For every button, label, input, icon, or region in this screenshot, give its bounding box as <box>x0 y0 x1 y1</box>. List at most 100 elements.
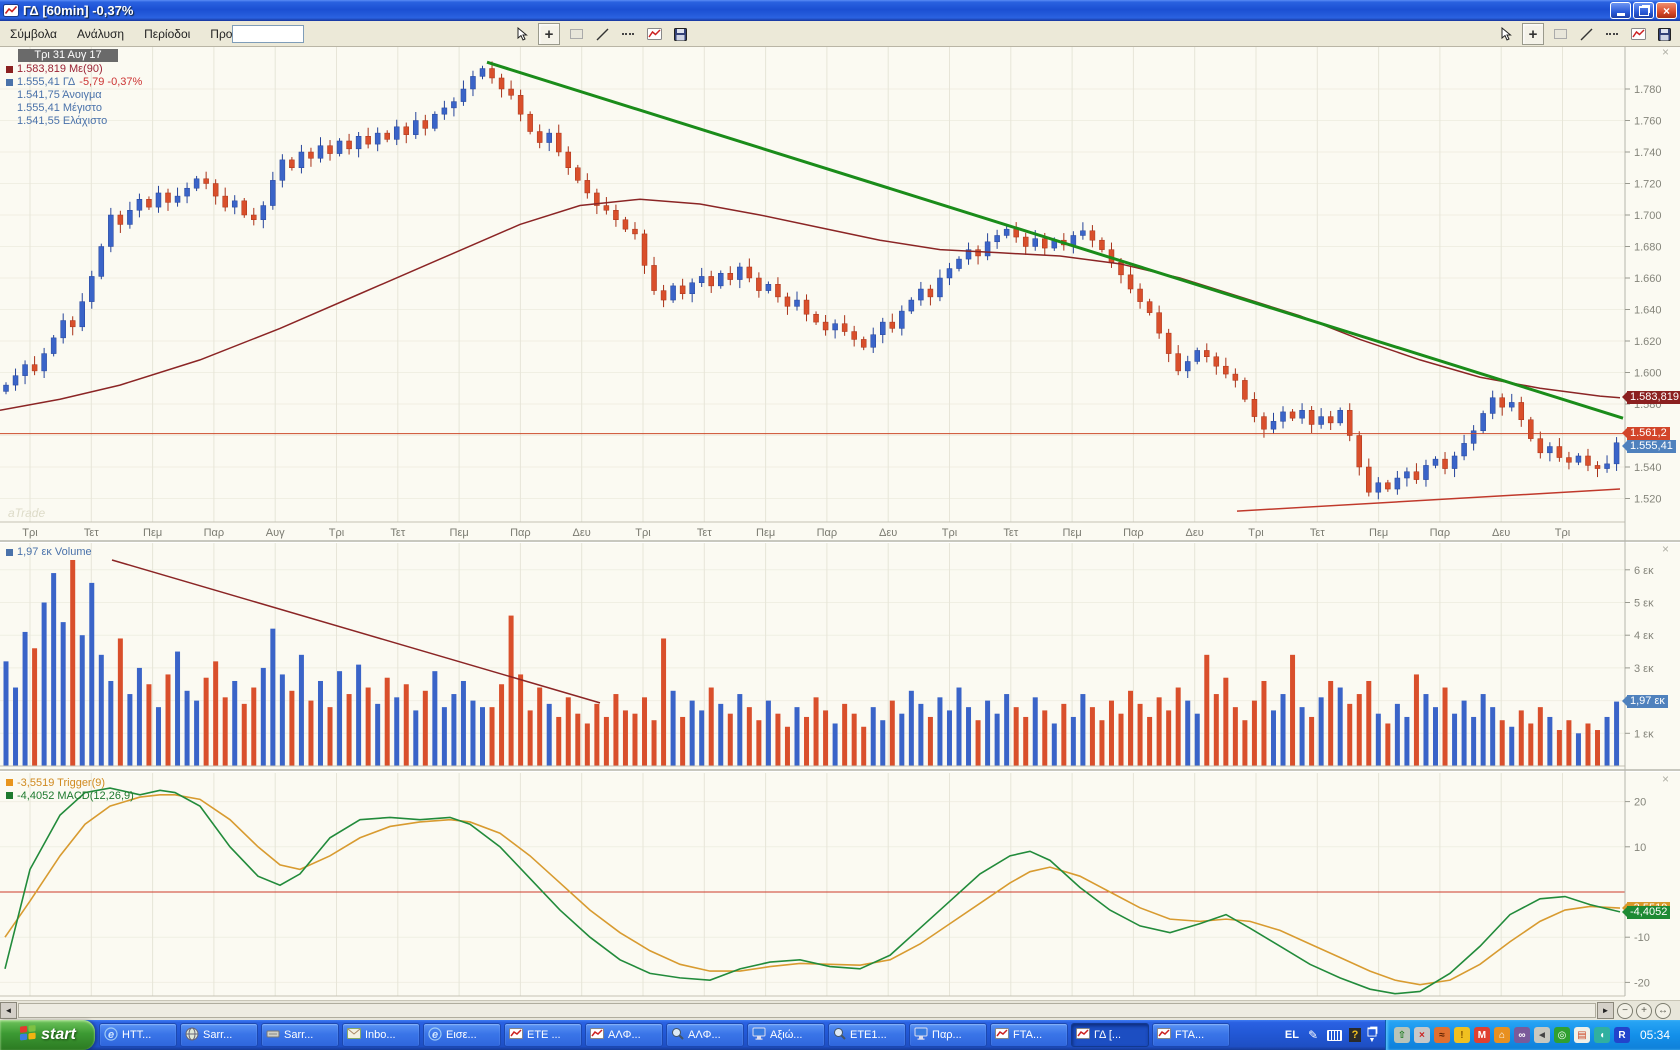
candlestick <box>403 126 410 135</box>
volume-bar <box>642 697 648 766</box>
rectangle-tool[interactable] <box>566 24 586 44</box>
horizontal-scrollbar[interactable]: ◄ ► − + ↔ <box>0 1000 1680 1020</box>
task-button-4[interactable]: Inbo... <box>342 1023 420 1047</box>
candlestick <box>670 285 676 301</box>
support-trendline[interactable] <box>1236 488 1621 512</box>
volume-icon[interactable]: ◄ <box>1533 1027 1550 1043</box>
task-button-7[interactable]: ΑΛΦ... <box>585 1023 663 1047</box>
task-button-6[interactable]: ΕΤΕ ... <box>504 1023 582 1047</box>
task-button-1[interactable]: e HTT... <box>99 1023 177 1047</box>
dashed-line-tool[interactable] <box>618 24 638 44</box>
menu-periods[interactable]: Περίοδοι <box>144 26 191 41</box>
dashed-line-tool[interactable] <box>1602 24 1622 44</box>
scrollbar-thumb[interactable] <box>18 1003 1596 1018</box>
task-button-13[interactable]: ΓΔ [... <box>1071 1023 1149 1047</box>
media-player-icon[interactable]: ∞ <box>1513 1027 1530 1043</box>
candlestick <box>1594 465 1601 469</box>
menu-analysis[interactable]: Ανάλυση <box>77 26 125 41</box>
candlestick <box>1299 410 1305 419</box>
windows-flag-icon <box>19 1024 37 1046</box>
crosshair-tool[interactable]: + <box>1522 23 1544 45</box>
title-bar[interactable]: ΓΔ [60min] -0,37% × <box>0 0 1680 21</box>
zoom-out-button[interactable]: − <box>1617 1002 1633 1019</box>
chart-canvas: Τρι Τετ Πεμ Παρ Αυγ Τρι Τετ Πεμ Παρ Δευ Τρι Τετ Πεμ Π… <box>0 47 1680 997</box>
candlestick <box>479 68 486 77</box>
updater-icon[interactable]: ◖ <box>1593 1027 1610 1043</box>
alert-flag-icon[interactable]: ⌂ <box>1493 1027 1510 1043</box>
task-button-5[interactable]: e Εισε... <box>423 1023 501 1047</box>
candlestick <box>832 323 838 331</box>
pen-input-icon[interactable]: ✎ <box>1307 1028 1318 1042</box>
volume-bar <box>1232 707 1238 766</box>
language-indicator[interactable]: EL <box>1284 1029 1299 1041</box>
task-button-2[interactable]: Sarr... <box>180 1023 258 1047</box>
volume-bar <box>13 687 19 766</box>
downloader-icon[interactable]: ≈ <box>1433 1027 1450 1043</box>
green-trendline[interactable] <box>486 60 1624 420</box>
volume-bar <box>1261 680 1267 766</box>
start-button[interactable]: start <box>0 1020 95 1050</box>
bluetooth-icon[interactable]: R <box>1613 1027 1630 1043</box>
candlestick <box>1261 416 1267 430</box>
keyboard-icon[interactable] <box>1327 1027 1343 1043</box>
chart-area[interactable]: Τρι Τετ Πεμ Παρ Αυγ Τρι Τετ Πεμ Παρ Δευ Τρι Τετ Πεμ Π… <box>0 47 1680 1000</box>
network-error-icon[interactable]: × <box>1413 1027 1430 1043</box>
security-alert-icon[interactable]: ! <box>1453 1027 1470 1043</box>
new-chart-tool[interactable] <box>644 24 664 44</box>
messenger-icon[interactable]: ◎ <box>1553 1027 1570 1043</box>
candlestick <box>860 339 867 348</box>
candlestick <box>1165 332 1172 354</box>
candlestick <box>413 120 419 135</box>
help-icon[interactable]: ? <box>1348 1028 1361 1042</box>
crosshair-tool[interactable]: + <box>538 23 560 45</box>
volume-tick-label: 5 εκ <box>1634 598 1654 610</box>
mail-notifier-icon[interactable]: M <box>1473 1027 1490 1043</box>
close-button[interactable]: × <box>1656 2 1677 19</box>
save-tool[interactable] <box>670 24 690 44</box>
volume-bar <box>403 684 409 766</box>
trigger-legend: -3,5519 Trigger(9) <box>17 776 106 789</box>
langbar-options[interactable]: ▼ <box>1367 1027 1377 1044</box>
task-button-9[interactable]: Αξιώ... <box>747 1023 825 1047</box>
candlestick <box>1346 410 1353 436</box>
rectangle-tool[interactable] <box>1550 24 1570 44</box>
restore-button[interactable] <box>1633 2 1654 19</box>
menu-symbols[interactable]: Σύμβολα <box>10 26 57 41</box>
scheduler-icon[interactable]: ▤ <box>1573 1027 1590 1043</box>
candlestick <box>41 353 47 372</box>
minimize-button[interactable] <box>1610 2 1631 19</box>
pointer-tool[interactable] <box>512 24 532 44</box>
scroll-right-button[interactable]: ► <box>1597 1002 1614 1019</box>
volume-bar <box>1194 713 1200 766</box>
candlestick <box>212 183 219 197</box>
zoom-fit-button[interactable]: ↔ <box>1655 1002 1671 1019</box>
scroll-left-button[interactable]: ◄ <box>0 1002 17 1019</box>
candlestick <box>908 299 915 312</box>
task-button-12[interactable]: FTA... <box>990 1023 1068 1047</box>
task-button-8[interactable]: ΑΛΦ... <box>666 1023 744 1047</box>
task-button-11[interactable]: Παρ... <box>909 1023 987 1047</box>
symbol-input[interactable] <box>232 25 304 43</box>
trendline-tool[interactable] <box>1576 24 1596 44</box>
candlestick <box>1175 353 1181 372</box>
candlestick <box>737 266 743 280</box>
clock[interactable]: 05:34 <box>1639 1028 1670 1042</box>
task-button-10[interactable]: ΕΤΕ1... <box>828 1023 906 1047</box>
candlestick <box>1451 455 1458 469</box>
new-chart-tool[interactable] <box>1628 24 1648 44</box>
candlestick <box>432 113 438 129</box>
task-button-3[interactable]: Sarr... <box>261 1023 339 1047</box>
trendline-tool[interactable] <box>592 24 612 44</box>
zoom-in-button[interactable]: + <box>1636 1002 1652 1019</box>
pointer-tool[interactable] <box>1496 24 1516 44</box>
candlestick <box>1327 416 1334 424</box>
task-button-14[interactable]: FTA... <box>1152 1023 1230 1047</box>
candlestick <box>1184 361 1191 372</box>
candlestick <box>1137 288 1143 302</box>
eject-device-icon[interactable]: ⇧ <box>1393 1027 1410 1043</box>
volume-bar <box>1423 694 1429 766</box>
x-axis-label: Τρι <box>942 527 958 539</box>
save-tool[interactable] <box>1654 24 1674 44</box>
chart-watermark: aTrade <box>8 506 45 520</box>
candlestick <box>1375 482 1382 493</box>
